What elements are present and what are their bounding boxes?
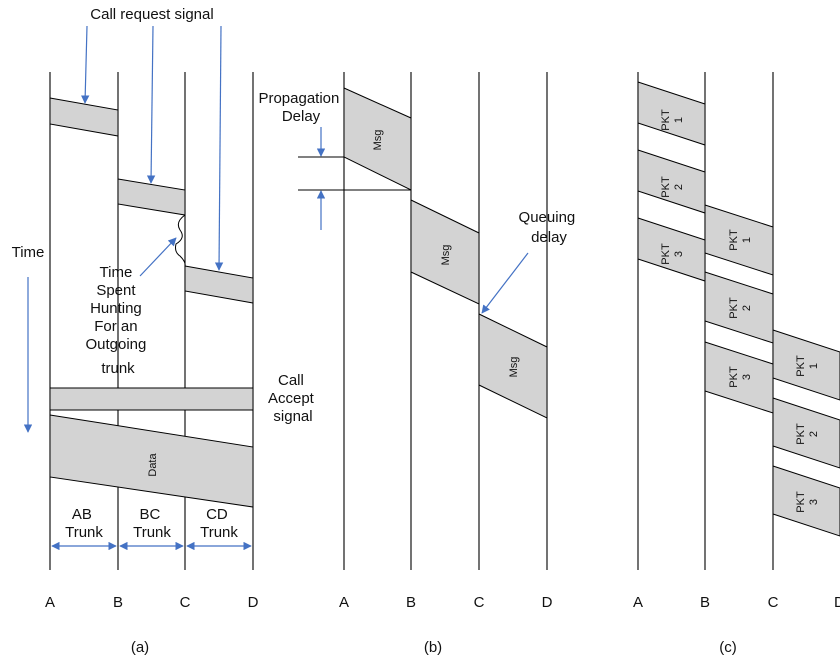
svg-text:2: 2	[808, 431, 820, 437]
trunk-label-bc: BC Trunk	[133, 506, 171, 541]
svg-text:PKT: PKT	[728, 229, 740, 251]
panel-c: PKT 1 PKT 2 PKT 3 PKT 1 PKT 2 PKT 3 PKT …	[633, 72, 840, 656]
trunk-label-ab: AB Trunk	[65, 506, 103, 541]
svg-text:3: 3	[673, 251, 685, 257]
hunting-arrow	[139, 237, 177, 277]
node-label-d: D	[834, 594, 840, 611]
caption-c: (c)	[719, 639, 737, 656]
queuing-arrow	[481, 252, 529, 314]
msg-label-1: Msg	[372, 130, 384, 151]
call-accept-label: Call Accept signal	[268, 372, 318, 425]
svg-text:PKT: PKT	[728, 297, 740, 319]
hunting-curve	[175, 214, 186, 267]
svg-text:2: 2	[741, 305, 753, 311]
svg-text:PKT: PKT	[795, 423, 807, 445]
msg-label-3: Msg	[508, 357, 520, 378]
call-accept-band	[49, 387, 254, 411]
node-label-c: C	[768, 594, 779, 611]
call-request-label: Call request signal	[90, 6, 213, 23]
packet-label-1-cd: PKT 1	[795, 355, 820, 377]
packet-band-1-ab	[637, 81, 706, 146]
node-label-b: B	[406, 594, 416, 611]
svg-text:PKT: PKT	[795, 491, 807, 513]
svg-text:PKT: PKT	[728, 366, 740, 388]
data-label: Data	[147, 453, 159, 477]
packet-label-2-cd: PKT 2	[795, 423, 820, 445]
call-request-band-bc	[117, 178, 186, 216]
svg-text:PKT: PKT	[660, 243, 672, 265]
node-label-a: A	[45, 594, 55, 611]
node-label-b: B	[700, 594, 710, 611]
packet-label-3-cd: PKT 3	[795, 491, 820, 513]
hunting-label: Time Spent Hunting For an Outgoing trunk	[85, 264, 150, 377]
call-request-arrow-2	[146, 25, 156, 184]
svg-text:3: 3	[808, 499, 820, 505]
caption-b: (b)	[424, 639, 442, 656]
panel-b: Msg Msg Msg Propagation Delay Queuing de…	[258, 72, 580, 656]
packet-label-2-ab: PKT 2	[660, 176, 685, 198]
svg-text:1: 1	[808, 363, 820, 369]
time-label: Time	[12, 244, 45, 261]
packet-label-3-bc: PKT 3	[728, 366, 753, 388]
node-label-a: A	[633, 594, 643, 611]
trunk-label-cd: CD Trunk	[200, 506, 238, 541]
packet-band-2-cd	[772, 397, 840, 469]
node-label-d: D	[542, 594, 553, 611]
svg-text:1: 1	[673, 117, 685, 123]
panel-a: Data Call request signal Time Time Spent…	[12, 6, 318, 656]
call-request-band-cd	[184, 265, 254, 304]
packet-label-2-bc: PKT 2	[728, 297, 753, 319]
queuing-label: Queuing delay	[519, 209, 580, 246]
call-request-arrow-1	[80, 25, 90, 104]
node-label-b: B	[113, 594, 123, 611]
svg-text:3: 3	[741, 374, 753, 380]
caption-a: (a)	[131, 639, 149, 656]
node-label-c: C	[474, 594, 485, 611]
packet-label-3-ab: PKT 3	[660, 243, 685, 265]
msg-band-bc	[410, 199, 480, 305]
packet-band-3-cd	[772, 465, 840, 537]
node-label-d: D	[248, 594, 259, 611]
node-label-a: A	[339, 594, 349, 611]
packet-label-1-ab: PKT 1	[660, 109, 685, 131]
svg-text:PKT: PKT	[795, 355, 807, 377]
packet-band-1-bc	[704, 204, 774, 276]
svg-text:PKT: PKT	[660, 109, 672, 131]
svg-text:PKT: PKT	[660, 176, 672, 198]
call-request-arrow-3	[214, 25, 224, 271]
call-request-band-ab	[49, 97, 119, 137]
propagation-label: Propagation Delay	[258, 90, 343, 125]
msg-label-2: Msg	[440, 245, 452, 266]
msg-band-cd	[478, 313, 548, 419]
node-label-c: C	[180, 594, 191, 611]
packet-band-1-cd	[772, 329, 840, 401]
svg-text:2: 2	[673, 184, 685, 190]
svg-text:1: 1	[741, 237, 753, 243]
packet-label-1-bc: PKT 1	[728, 229, 753, 251]
data-band	[49, 414, 254, 508]
